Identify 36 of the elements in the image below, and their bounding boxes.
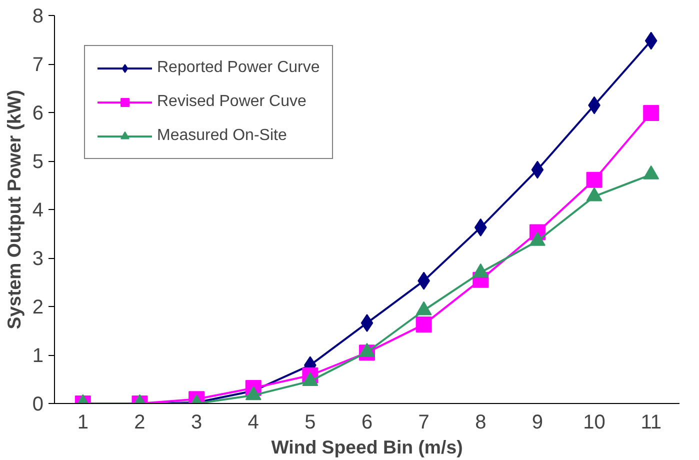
x-tick-label: 6 [361, 412, 373, 434]
y-axis-title: System Output Power (kW) [3, 90, 24, 330]
x-axis-title: Wind Speed Bin (m/s) [271, 436, 463, 458]
legend-label: Revised Power Cuve [157, 93, 306, 111]
point [359, 342, 375, 357]
x-tick-label: 1 [77, 412, 88, 434]
point [416, 301, 432, 316]
y-tick-label: 2 [32, 296, 44, 318]
y-tick-label: 6 [32, 102, 44, 124]
point [416, 316, 432, 332]
x-tick-label: 10 [583, 412, 606, 434]
y-tick-label: 7 [32, 54, 44, 76]
y-tick-label: 8 [32, 6, 44, 28]
y-tick-label: 0 [32, 394, 44, 416]
x-tick-label: 5 [304, 412, 316, 434]
point [302, 372, 318, 386]
x-tick-label: 8 [475, 412, 486, 434]
point [360, 314, 374, 332]
point [644, 32, 658, 50]
point [474, 218, 487, 236]
point [245, 386, 262, 400]
x-tick-label: 7 [418, 412, 430, 434]
y-tick-label: 5 [32, 151, 44, 173]
x-tick-label: 4 [248, 412, 259, 434]
y-tick-label: 4 [32, 200, 44, 222]
y-tick-label: 1 [32, 345, 44, 367]
x-tick-label: 3 [190, 412, 202, 434]
legend-label: Reported Power Curve [157, 59, 320, 77]
x-tick-label: 9 [532, 412, 544, 434]
x-tick-label: 11 [640, 412, 662, 434]
y-tick-label: 3 [32, 248, 44, 270]
point [586, 172, 602, 188]
x-tick-label: 2 [134, 412, 146, 434]
point [643, 104, 660, 121]
legend-label: Measured On-Site [157, 127, 287, 145]
point [531, 160, 544, 179]
